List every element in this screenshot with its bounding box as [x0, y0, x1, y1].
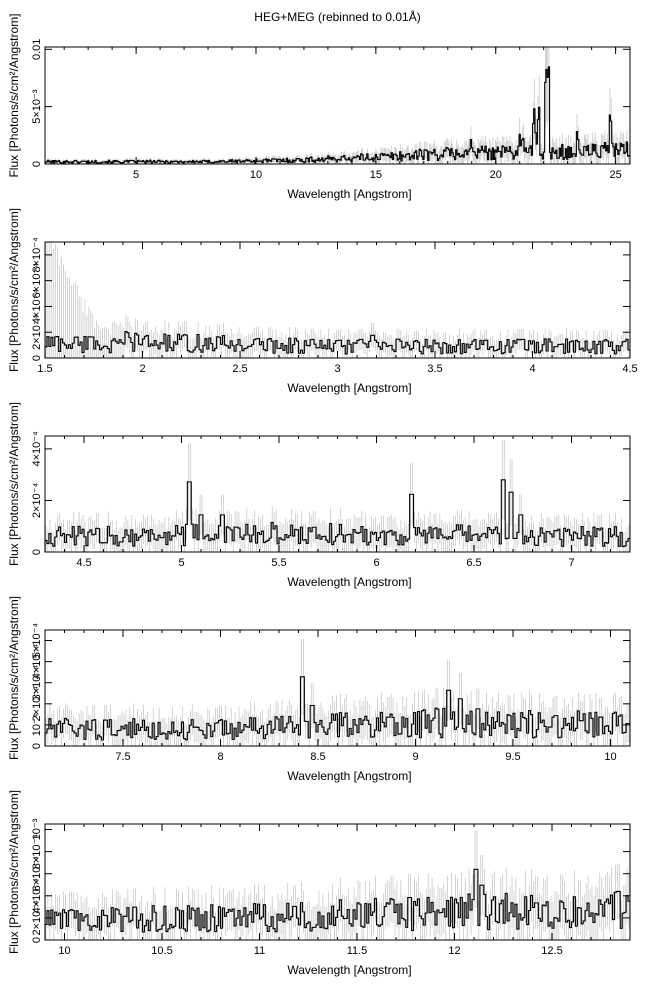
x-tick-label: 9.5 — [505, 751, 520, 763]
spectrum-histogram — [44, 66, 630, 164]
plot-frame — [44, 823, 631, 941]
x-tick-label: 3.5 — [427, 363, 442, 375]
x-axis-label: Wavelength [Angstrom] — [287, 381, 411, 395]
spectrum-histogram — [44, 868, 630, 940]
plot-frame — [44, 46, 631, 165]
y-tick-label: 4×10⁻⁴ — [31, 644, 43, 680]
spectrum-panel-4: 10 10.5 11 11.5 12 12.5 02×10⁻⁴4×10⁻⁴6×10⁻⁴8×1… — [7, 790, 631, 977]
spectrum-panel-3: 7.5 8 8.5 9 9.5 10 0 10⁻⁴2×10⁻⁴3×10⁻⁴4×10⁻⁴5×10… — [7, 596, 631, 783]
y-tick-label: 0 — [31, 355, 43, 361]
x-tick-label: 2.5 — [232, 363, 247, 375]
x-tick-label: 25 — [609, 169, 621, 181]
x-tick-label: 1.5 — [37, 363, 52, 375]
y-axis-label: Flux [Photons/s/cm²/Angstrom] — [7, 596, 21, 760]
x-minor-ticks — [44, 824, 631, 940]
y-tick-label: 0 — [31, 743, 43, 749]
x-tick-label: 2 — [139, 363, 145, 375]
y-tick-label: 0 — [31, 937, 43, 943]
spectrum-histogram — [44, 331, 630, 358]
y-tick-label: 10⁻⁴ — [31, 713, 43, 736]
y-axis-label: Flux [Photons/s/cm²/Angstrom] — [7, 402, 21, 566]
y-axis-label: Flux [Photons/s/cm²/Angstrom] — [7, 208, 21, 372]
error-bars — [45, 830, 630, 940]
y-axis-label: Flux [Photons/s/cm²/Angstrom] — [7, 790, 21, 954]
y-tick-label: 2×10⁻⁴ — [31, 686, 43, 722]
x-tick-label: 10 — [604, 751, 616, 763]
x-tick-label: 3 — [334, 363, 340, 375]
x-tick-label: 9 — [412, 751, 418, 763]
x-tick-label: 15 — [370, 169, 382, 181]
y-axis-label: Flux [Photons/s/cm²/Angstrom] — [7, 13, 21, 177]
x-minor-ticks — [44, 630, 631, 746]
x-tick-label: 12 — [448, 945, 460, 957]
x-tick-label: 20 — [490, 169, 502, 181]
x-tick-label: 4.5 — [622, 363, 637, 375]
x-tick-label: 10 — [58, 945, 70, 957]
spectrum-panel-full: 5 10 15 20 25 0 5×10⁻³ 0.01 Wavelength [Angstrom… — [7, 13, 631, 201]
y-tick-label: 10⁻³ — [31, 818, 43, 840]
spectrum-histogram — [44, 676, 630, 746]
x-tick-label: 10 — [250, 169, 262, 181]
x-tick-label: 12.5 — [541, 945, 562, 957]
error-bars — [45, 47, 630, 164]
x-minor-ticks — [63, 47, 617, 164]
x-tick-label: 10.5 — [151, 945, 172, 957]
y-tick-label: 4×10⁻⁴ — [31, 289, 43, 325]
y-tick-label: 2×10⁻⁴ — [31, 314, 43, 350]
y-tick-label: 8×10⁻⁴ — [31, 237, 43, 273]
spectrum-panel-1: 1.5 2 2.5 3 3.5 4 4.5 0 2×10⁻⁴4×10⁻⁴6×10⁻⁴8×10⁻⁴… — [7, 208, 638, 395]
y-tick-label: 4×10⁻⁴ — [31, 431, 43, 467]
spectrum-panel-2: 4.5 5 5.5 6 6.5 7 0 2×10⁻⁴ 4×10⁻⁴ Wavelength [Ang… — [7, 402, 631, 589]
y-tick-label: 0 — [31, 549, 43, 555]
y-tick-label: 5×10⁻³ — [31, 89, 43, 124]
y-tick-label: 8×10⁻⁴ — [31, 834, 43, 870]
y-tick-label: 0.01 — [31, 39, 43, 60]
y-tick-label: 3×10⁻⁴ — [31, 665, 43, 701]
x-tick-label: 6.5 — [466, 557, 481, 569]
x-tick-label: 5 — [133, 169, 139, 181]
x-tick-label: 5.5 — [271, 557, 286, 569]
x-tick-label: 6 — [373, 557, 379, 569]
x-axis-label: Wavelength [Angstrom] — [287, 575, 411, 589]
x-tick-label: 5 — [178, 557, 184, 569]
y-tick-label: 0 — [31, 161, 43, 167]
x-tick-label: 8.5 — [310, 751, 325, 763]
y-tick-label: 2×10⁻⁴ — [31, 900, 43, 936]
spectrum-histogram — [44, 479, 630, 552]
x-axis-label: Wavelength [Angstrom] — [287, 187, 411, 201]
x-axis-label: Wavelength [Angstrom] — [287, 963, 411, 977]
y-tick-label: 4×10⁻⁴ — [31, 878, 43, 914]
x-tick-label: 11.5 — [347, 945, 368, 957]
x-tick-label: 11 — [254, 945, 265, 957]
x-axis-label: Wavelength [Angstrom] — [287, 769, 411, 783]
y-tick-label: 5×10⁻⁴ — [31, 623, 43, 659]
y-tick-label: 2×10⁻⁴ — [31, 483, 43, 519]
x-tick-label: 7 — [568, 557, 574, 569]
x-tick-label: 7.5 — [115, 751, 130, 763]
x-tick-label: 4 — [529, 363, 535, 375]
x-tick-label: 4.5 — [76, 557, 91, 569]
y-tick-label: 6×10⁻⁴ — [31, 856, 43, 892]
x-tick-label: 8 — [217, 751, 223, 763]
page-title: HEG+MEG (rebinned to 0.01Å) — [254, 10, 421, 24]
y-tick-label: 6×10⁻⁴ — [31, 263, 43, 299]
